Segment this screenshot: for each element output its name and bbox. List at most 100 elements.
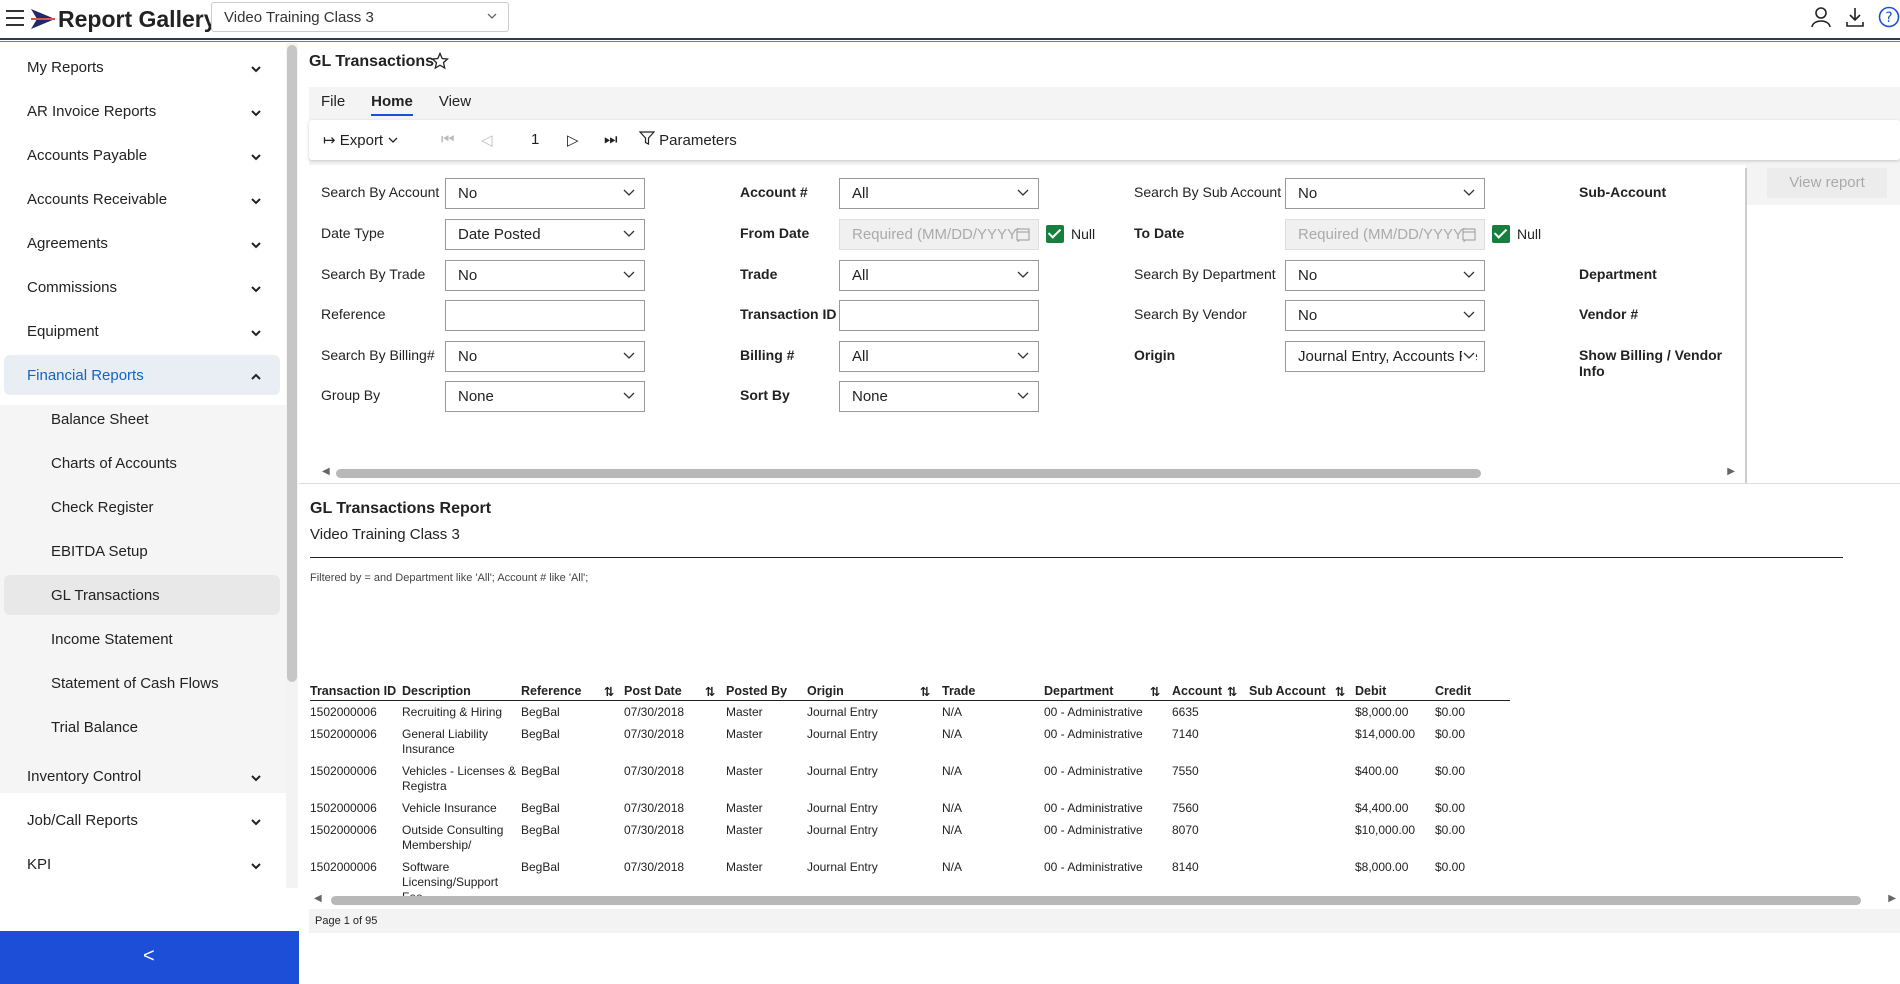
favorite-star-icon[interactable] bbox=[430, 51, 450, 75]
col-trade[interactable]: Trade bbox=[942, 684, 976, 698]
report-scroll-thumb[interactable] bbox=[331, 896, 1861, 905]
tab-home[interactable]: Home bbox=[371, 93, 413, 116]
parameters-scroll-thumb[interactable] bbox=[336, 469, 1481, 478]
scroll-left-icon[interactable]: ◀ bbox=[322, 466, 330, 477]
scroll-left-icon[interactable]: ◀ bbox=[314, 893, 322, 904]
sidebar-scroll-thumb[interactable] bbox=[287, 45, 297, 682]
cell-department: 00 - Administrative bbox=[1044, 764, 1143, 778]
sidebar-item-inventory-control[interactable]: Inventory Control bbox=[4, 756, 280, 796]
sidebar-subitem-charts-of-accounts[interactable]: Charts of Accounts bbox=[51, 455, 177, 472]
label-from-date: From Date bbox=[740, 225, 810, 241]
col-credit[interactable]: Credit bbox=[1435, 684, 1472, 698]
search-by-billing-select[interactable]: No bbox=[445, 341, 645, 372]
menu-icon[interactable] bbox=[6, 10, 24, 26]
sidebar-item-label: Accounts Receivable bbox=[27, 191, 168, 208]
report-footer: Page 1 of 95 bbox=[309, 909, 1900, 933]
parameters-button[interactable]: Parameters bbox=[638, 131, 737, 149]
calendar-icon[interactable] bbox=[1462, 227, 1476, 245]
col-post-date[interactable]: Post Date bbox=[624, 684, 682, 698]
sort-icon[interactable]: ⇅ bbox=[920, 685, 931, 699]
sort-icon[interactable]: ⇅ bbox=[1335, 685, 1346, 699]
tab-file[interactable]: File bbox=[321, 93, 346, 110]
calendar-icon[interactable] bbox=[1016, 227, 1030, 245]
sidebar-item-accounts-receivable[interactable]: Accounts Receivable bbox=[4, 179, 280, 219]
search-by-vendor-select[interactable]: No bbox=[1285, 300, 1485, 331]
search-by-trade-select[interactable]: No bbox=[445, 260, 645, 291]
app-title: Report Gallery bbox=[58, 6, 217, 32]
tab-view[interactable]: View bbox=[438, 93, 472, 110]
logo-icon bbox=[30, 8, 56, 35]
cell-origin: Journal Entry bbox=[807, 764, 878, 778]
last-page-icon[interactable]: ⏭ bbox=[604, 131, 618, 148]
sidebar-item-equipment[interactable]: Equipment bbox=[4, 311, 280, 351]
sort-icon[interactable]: ⇅ bbox=[1227, 685, 1238, 699]
collapse-sidebar-button[interactable]: < bbox=[0, 931, 299, 984]
label-reference: Reference bbox=[321, 306, 386, 322]
sidebar-item-financial-reports[interactable]: Financial Reports bbox=[4, 355, 280, 395]
scroll-right-icon[interactable]: ▶ bbox=[1727, 466, 1735, 477]
search-by-sub-account-select[interactable]: No bbox=[1285, 178, 1485, 209]
sidebar-subitem-balance-sheet[interactable]: Balance Sheet bbox=[51, 411, 149, 428]
sort-icon[interactable]: ⇅ bbox=[1150, 685, 1161, 699]
view-report-button[interactable]: View report bbox=[1767, 168, 1887, 198]
billing-no-select[interactable]: All bbox=[839, 341, 1039, 372]
search-by-account-select[interactable]: No bbox=[445, 178, 645, 209]
sort-icon[interactable]: ⇅ bbox=[705, 685, 716, 699]
col-sub-account[interactable]: Sub Account bbox=[1249, 684, 1326, 698]
user-icon[interactable] bbox=[1810, 6, 1832, 28]
page-number[interactable]: 1 bbox=[531, 131, 540, 148]
col-account[interactable]: Account bbox=[1172, 684, 1222, 698]
cell-post-date: 07/30/2018 bbox=[624, 764, 685, 778]
sidebar-item-job-call-reports[interactable]: Job/Call Reports bbox=[4, 800, 280, 840]
cell-posted-by: Master bbox=[726, 705, 763, 719]
next-page-icon[interactable]: ▷ bbox=[567, 132, 579, 149]
reference-input[interactable] bbox=[445, 300, 645, 331]
date-type-select[interactable]: Date Posted bbox=[445, 219, 645, 250]
sidebar-subitem-ebitda-setup[interactable]: EBITDA Setup bbox=[51, 543, 148, 560]
group-by-select[interactable]: None bbox=[445, 381, 645, 412]
sidebar-item-my-reports[interactable]: My Reports bbox=[4, 47, 280, 87]
trade-select[interactable]: All bbox=[839, 260, 1039, 291]
cell-posted-by: Master bbox=[726, 764, 763, 778]
col-origin[interactable]: Origin bbox=[807, 684, 844, 698]
sidebar-item-agreements[interactable]: Agreements bbox=[4, 223, 280, 263]
col-reference[interactable]: Reference bbox=[521, 684, 582, 698]
sidebar-subitem-gl-transactions[interactable]: GL Transactions bbox=[4, 575, 280, 615]
workspace-select[interactable]: Video Training Class 3 bbox=[211, 2, 509, 32]
sidebar-subitem-statement-of-cash-flows[interactable]: Statement of Cash Flows bbox=[51, 675, 219, 692]
account-no-select[interactable]: All bbox=[839, 178, 1039, 209]
col-transaction-id[interactable]: Transaction ID bbox=[310, 684, 397, 698]
sidebar-item-commissions[interactable]: Commissions bbox=[4, 267, 280, 307]
previous-page-icon[interactable]: ◁ bbox=[481, 132, 493, 149]
from-date-input[interactable]: Required (MM/DD/YYYY) bbox=[839, 219, 1039, 250]
sidebar-subitem-income-statement[interactable]: Income Statement bbox=[51, 631, 173, 648]
label-origin: Origin bbox=[1134, 347, 1176, 363]
search-by-department-select[interactable]: No bbox=[1285, 260, 1485, 291]
help-icon[interactable]: ? bbox=[1878, 6, 1900, 28]
download-icon[interactable] bbox=[1844, 6, 1866, 28]
sidebar-item-accounts-payable[interactable]: Accounts Payable bbox=[4, 135, 280, 175]
sidebar-item-ar-invoice-reports[interactable]: AR Invoice Reports bbox=[4, 91, 280, 131]
col-debit[interactable]: Debit bbox=[1355, 684, 1387, 698]
report-scrollbar[interactable]: ◀ ▶ bbox=[309, 893, 1900, 905]
transaction-id-input[interactable] bbox=[839, 300, 1039, 331]
workspace-value: Video Training Class 3 bbox=[224, 9, 374, 26]
sidebar-subitem-trial-balance[interactable]: Trial Balance bbox=[51, 719, 138, 736]
to-date-null-checkbox[interactable] bbox=[1492, 225, 1510, 243]
sort-icon[interactable]: ⇅ bbox=[604, 685, 615, 699]
parameters-scrollbar[interactable]: ◀ ▶ bbox=[322, 466, 1735, 478]
col-department[interactable]: Department bbox=[1044, 684, 1114, 698]
col-posted-by[interactable]: Posted By bbox=[726, 684, 788, 698]
sort-by-select[interactable]: None bbox=[839, 381, 1039, 412]
chevron-down-icon bbox=[486, 9, 498, 26]
from-date-null-checkbox[interactable] bbox=[1046, 225, 1064, 243]
export-button[interactable]: ↦ Export bbox=[323, 131, 399, 149]
to-date-input[interactable]: Required (MM/DD/YYYY) bbox=[1285, 219, 1485, 250]
first-page-icon[interactable]: ⏮ bbox=[441, 131, 455, 148]
scroll-right-icon[interactable]: ▶ bbox=[1888, 893, 1896, 904]
col-description[interactable]: Description bbox=[402, 684, 471, 698]
sidebar-item-kpi[interactable]: KPI bbox=[4, 844, 280, 884]
origin-select[interactable]: Journal Entry, Accounts Re bbox=[1285, 341, 1485, 372]
sidebar-subitem-check-register[interactable]: Check Register bbox=[51, 499, 154, 516]
select-value: No bbox=[1298, 267, 1318, 284]
